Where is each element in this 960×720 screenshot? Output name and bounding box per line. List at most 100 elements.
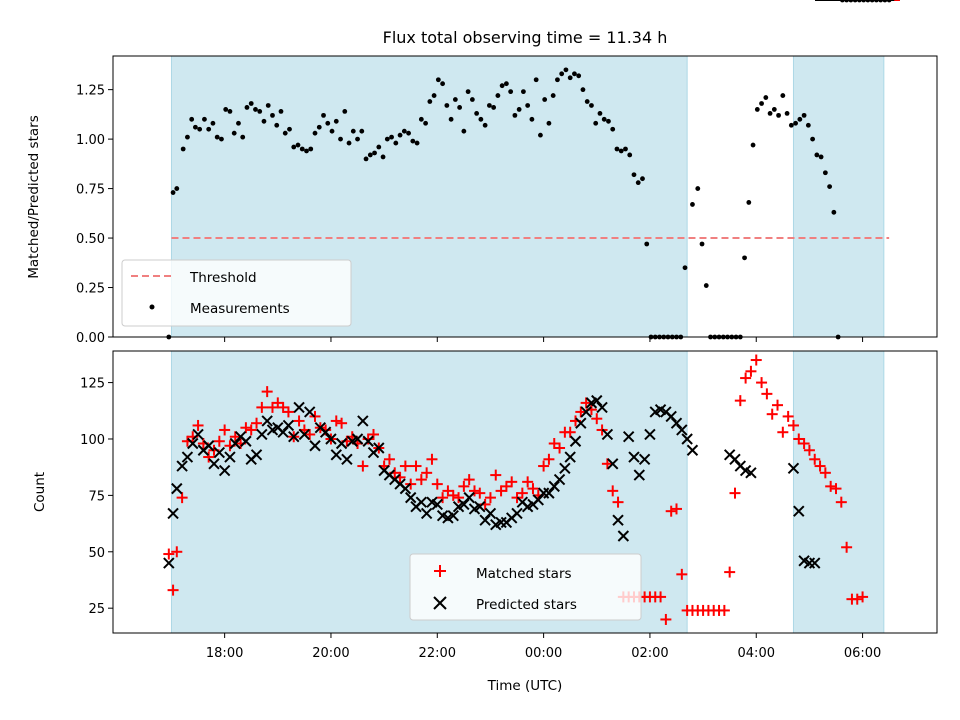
y-tick-label: 1.00	[76, 133, 105, 148]
predicted-star-point	[532, 494, 544, 506]
measurement-point	[771, 107, 777, 112]
measurement-point	[410, 138, 416, 144]
top-panel-y-axis: 0.00 0.25 0.50 0.75 1.00 1.25	[76, 84, 113, 346]
matched-star-point	[484, 492, 496, 504]
measurement-point	[444, 103, 450, 108]
matched-star-point	[612, 496, 624, 508]
measurement-point	[584, 99, 590, 104]
legend-measurements-swatch	[149, 304, 155, 310]
measurement-point	[631, 172, 637, 178]
matched-star-point	[415, 474, 427, 486]
measurement-point	[170, 190, 176, 195]
predicted-star-point	[250, 449, 263, 461]
matched-star-point	[787, 419, 799, 431]
matched-star-point	[383, 453, 395, 465]
predicted-star-point	[686, 444, 699, 456]
measurement-point	[291, 144, 297, 150]
measurement-point	[210, 120, 216, 126]
matched-star-point	[453, 492, 465, 504]
predicted-star-point	[229, 437, 241, 450]
measurement-point	[278, 109, 284, 114]
matched-star-point	[516, 487, 528, 499]
measurement-point	[287, 126, 292, 132]
matched-star-point	[468, 485, 480, 497]
measurement-point	[274, 122, 280, 128]
measurement-point	[461, 128, 467, 134]
matched-star-point	[490, 469, 502, 481]
legend-predicted-swatch	[433, 596, 447, 610]
predicted-star-point	[622, 431, 635, 443]
predicted-star-point	[213, 446, 226, 459]
measurement-point	[618, 148, 624, 154]
measurement-point	[214, 134, 220, 140]
predicted-star-point	[319, 426, 332, 438]
measurement-point	[614, 146, 620, 152]
measurement-point	[491, 105, 497, 110]
measurement-point	[427, 99, 433, 104]
bottom-panel-frame	[112, 350, 938, 634]
measurement-point	[754, 107, 760, 112]
matched-star-point	[809, 453, 821, 465]
measurement-point	[469, 97, 475, 102]
predicted-star-point	[309, 440, 321, 452]
y-tick-label: 0.25	[76, 282, 105, 297]
predicted-star-point	[729, 453, 741, 465]
predicted-star-point	[171, 482, 183, 495]
measurement-point	[690, 202, 695, 207]
measurement-point	[401, 128, 407, 134]
predicted-star-point	[676, 424, 688, 436]
matched-star-point	[803, 444, 815, 456]
measurement-point	[546, 120, 552, 126]
measurement-point	[189, 116, 195, 122]
measurement-point	[457, 105, 463, 110]
predicted-star-point	[463, 491, 475, 504]
measurement-point	[750, 142, 756, 148]
matched-star-point	[851, 593, 863, 605]
bottom-panel: 25 50 75 100 125 18:00 20:00 22:00 00:00 02:00 04…	[32, 0, 938, 694]
matched-star-point	[591, 413, 603, 425]
y-tick-label: 50	[88, 546, 105, 561]
predicted-star-point	[303, 406, 316, 418]
predicted-star-point	[288, 431, 300, 443]
matched-star-point	[474, 487, 486, 499]
matched-star-point	[163, 548, 175, 560]
matched-star-point	[601, 458, 613, 470]
matched-star-point	[777, 426, 789, 438]
y-tick-label: 1.25	[76, 84, 105, 99]
measurement-point	[780, 93, 786, 98]
top-legend-box	[121, 259, 352, 327]
measurement-point	[363, 156, 369, 162]
matched-star-point	[766, 408, 778, 420]
measurement-point	[606, 118, 611, 124]
matched-star-point	[399, 460, 411, 472]
matched-star-point	[229, 431, 241, 443]
measurement-point	[270, 112, 275, 118]
matched-star-point	[538, 460, 550, 472]
measurement-point	[627, 152, 633, 158]
predicted-star-point	[569, 435, 582, 447]
predicted-star-point	[474, 500, 486, 513]
matched-star-point	[245, 424, 257, 436]
y-tick-label: 25	[88, 602, 105, 617]
shaded-interval	[792, 55, 885, 338]
bottom-panel-x-axis: 18:00 20:00 22:00 00:00 02:00 04:00 06:00	[206, 633, 881, 661]
matched-star-point	[421, 467, 433, 479]
matched-star-point	[841, 541, 853, 553]
measurement-point	[384, 136, 390, 142]
measurement-point	[333, 118, 339, 124]
matched-star-point	[447, 489, 459, 501]
predicted-star-point	[559, 462, 571, 475]
predicted-star-point	[617, 530, 630, 542]
predicted-star-point	[681, 433, 693, 445]
predicted-star-point	[628, 451, 640, 463]
predicted-star-point	[176, 460, 188, 472]
matched-star-point	[607, 485, 619, 497]
measurement-point	[227, 109, 233, 114]
predicted-star-point	[787, 462, 800, 475]
y-tick-label: 75	[88, 489, 105, 504]
predicted-stars-points	[163, 0, 895, 569]
matched-star-point	[463, 474, 475, 486]
matched-star-point	[718, 604, 730, 616]
legend-matched-swatch	[434, 565, 446, 577]
matched-star-point	[431, 478, 443, 490]
